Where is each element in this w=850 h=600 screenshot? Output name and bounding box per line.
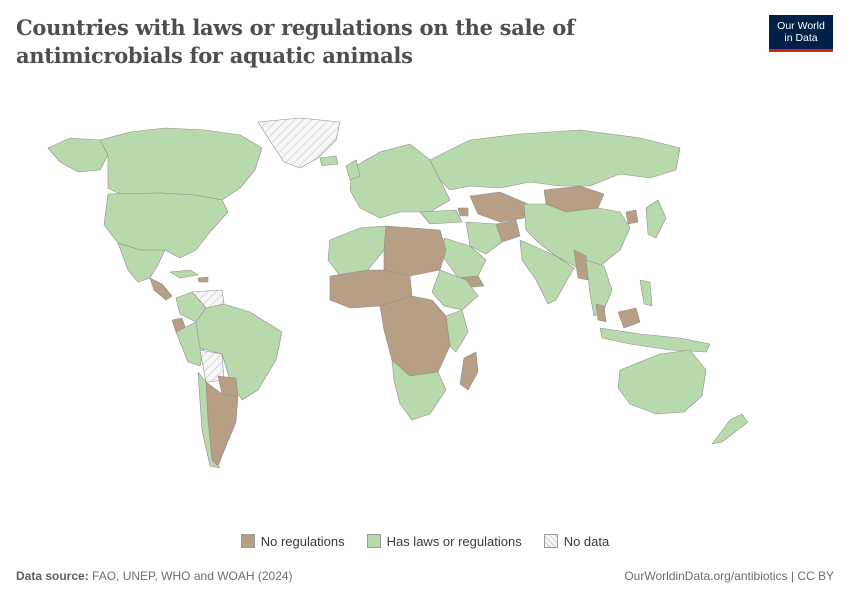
data-source-text[interactable]: FAO, UNEP, WHO and WOAH (2024) [92,569,293,583]
region-north-africa[interactable] [383,225,447,277]
region-central-asia[interactable] [469,191,529,223]
region-borneo[interactable] [617,307,641,329]
region-iran[interactable] [465,221,503,255]
legend-swatch-has-laws [366,534,381,548]
region-greenland[interactable] [257,117,341,169]
legend-swatch-no-data [543,534,558,548]
legend-swatch-no-regulations [240,534,255,548]
region-central-america[interactable] [149,277,173,301]
region-chile[interactable] [197,371,221,469]
region-europe[interactable] [349,143,451,219]
logo-line-2: in Data [784,32,818,44]
owid-logo[interactable]: Our World in Data [769,15,833,52]
region-southern-africa[interactable] [391,359,447,421]
region-turkey[interactable] [419,209,463,225]
region-brazil[interactable] [195,303,283,401]
region-myanmar[interactable] [573,249,589,281]
region-russia[interactable] [429,129,681,191]
region-canada[interactable] [99,127,263,201]
region-cuba[interactable] [169,269,199,279]
region-philippines[interactable] [639,279,653,307]
chart-title: Countries with laws or regulations on th… [16,15,575,68]
legend-item-no-data[interactable]: No data [543,533,610,549]
region-hispaniola[interactable] [197,276,209,283]
region-uk[interactable] [345,159,361,181]
region-mexico[interactable] [117,242,166,283]
data-source-label: Data source: [16,569,89,583]
map-legend: No regulations Has laws or regulations N… [0,531,850,551]
region-india[interactable] [519,239,575,305]
region-central-africa[interactable] [379,295,451,377]
region-china[interactable] [523,203,631,269]
region-indonesia[interactable] [599,327,711,353]
legend-label-no-regulations: No regulations [260,533,345,549]
data-source: Data source: FAO, UNEP, WHO and WOAH (20… [16,569,293,583]
legend-label-has-laws: Has laws or regulations [386,533,522,549]
region-malaysia[interactable] [595,303,607,323]
region-iceland[interactable] [319,155,339,167]
logo-line-1: Our World [777,20,825,32]
credit-link[interactable]: OurWorldinData.org/antibiotics | CC BY [624,569,834,583]
region-new-zealand[interactable] [711,413,749,445]
region-alaska[interactable] [47,137,109,173]
legend-item-no-regulations[interactable]: No regulations [240,533,345,549]
region-madagascar[interactable] [459,351,479,391]
world-map [47,117,749,469]
legend-label-no-data: No data [563,533,610,549]
region-north-korea[interactable] [625,209,639,225]
region-japan[interactable] [645,199,667,239]
region-caucasus[interactable] [457,207,469,217]
legend-item-has-laws[interactable]: Has laws or regulations [366,533,522,549]
region-east-africa[interactable] [445,309,469,353]
region-australia[interactable] [617,349,707,415]
region-west-north-africa[interactable] [327,225,387,277]
